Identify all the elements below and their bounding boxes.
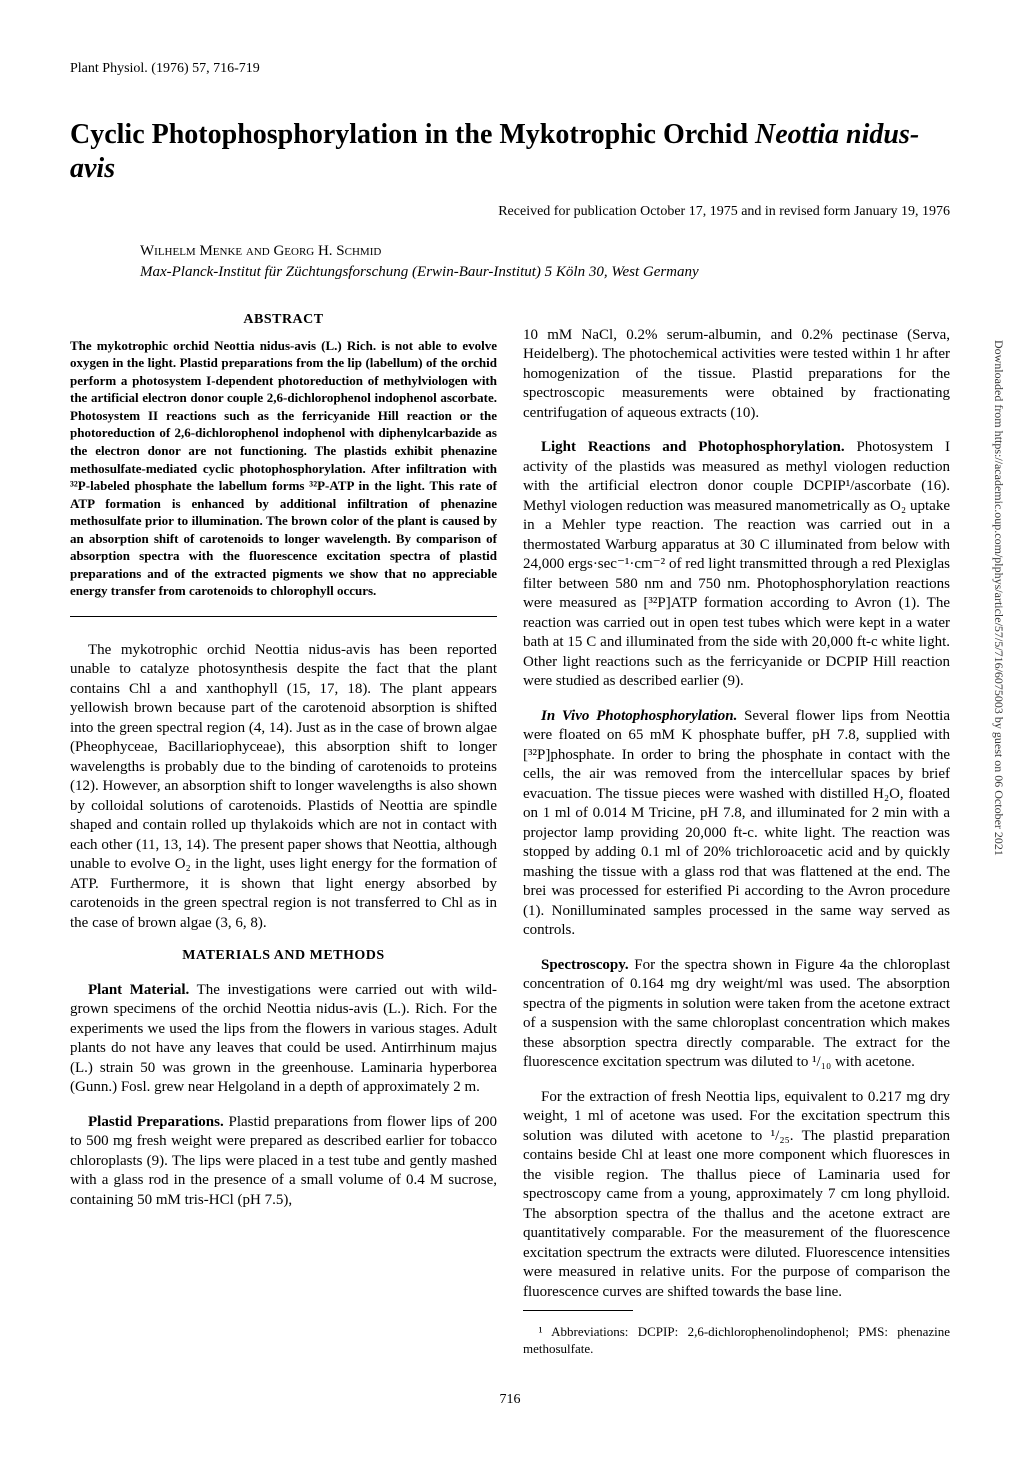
invivo-text: Several flower lips from Neottia were fl… <box>523 708 950 939</box>
article-title: Cyclic Photophosphorylation in the Mykot… <box>70 118 950 185</box>
light-reactions-text: Photosystem I activity of the plastids w… <box>523 439 950 689</box>
received-date: Received for publication October 17, 197… <box>70 203 950 221</box>
footnote-rule <box>523 1310 633 1311</box>
authors: Wilhelm Menke and Georg H. Schmid <box>140 242 950 262</box>
invivo-para: In Vivo Photophosphorylation. Several fl… <box>523 707 950 941</box>
abstract-heading: ABSTRACT <box>70 311 497 329</box>
plastid-prep-runin: Plastid Preparations. <box>88 1114 224 1130</box>
plastid-prep-para: Plastid Preparations. Plastid preparatio… <box>70 1113 497 1211</box>
spectroscopy-runin: Spectroscopy. <box>541 957 629 973</box>
light-reactions-para: Light Reactions and Photophosphorylation… <box>523 438 950 692</box>
materials-heading: MATERIALS AND METHODS <box>70 947 497 965</box>
footnote: ¹ Abbreviations: DCPIP: 2,6-dichlorophen… <box>523 1324 950 1358</box>
plant-material-para: Plant Material. The investigations were … <box>70 981 497 1098</box>
plant-material-text: The investigations were carried out with… <box>70 982 497 1096</box>
journal-header: Plant Physiol. (1976) 57, 716-719 <box>70 60 950 78</box>
abstract-body: The mykotrophic orchid Neottia nidus-avi… <box>70 337 497 600</box>
spectroscopy-text: For the spectra shown in Figure 4a the c… <box>523 957 950 1071</box>
page-number: 716 <box>70 1391 950 1409</box>
light-reactions-runin: Light Reactions and Photophosphorylation… <box>541 439 845 455</box>
col2-continuation: 10 mM NaCl, 0.2% serum-albumin, and 0.2%… <box>523 326 950 424</box>
affiliation: Max-Planck-Institut für Züchtungsforschu… <box>140 263 950 283</box>
separator-rule <box>70 616 497 617</box>
download-watermark: Downloaded from https://academic.oup.com… <box>990 340 1006 856</box>
two-column-body: ABSTRACT The mykotrophic orchid Neottia … <box>70 311 950 1371</box>
intro-paragraph: The mykotrophic orchid Neottia nidus-avi… <box>70 641 497 934</box>
left-column: ABSTRACT The mykotrophic orchid Neottia … <box>70 311 497 1371</box>
right-column: 10 mM NaCl, 0.2% serum-albumin, and 0.2%… <box>523 311 950 1371</box>
spectroscopy-para: Spectroscopy. For the spectra shown in F… <box>523 956 950 1073</box>
invivo-runin: In Vivo Photophosphorylation. <box>541 708 737 724</box>
spectroscopy-para2: For the extraction of fresh Neottia lips… <box>523 1088 950 1303</box>
plant-material-runin: Plant Material. <box>88 982 189 998</box>
title-text: Cyclic Photophosphorylation in the Mykot… <box>70 119 755 150</box>
